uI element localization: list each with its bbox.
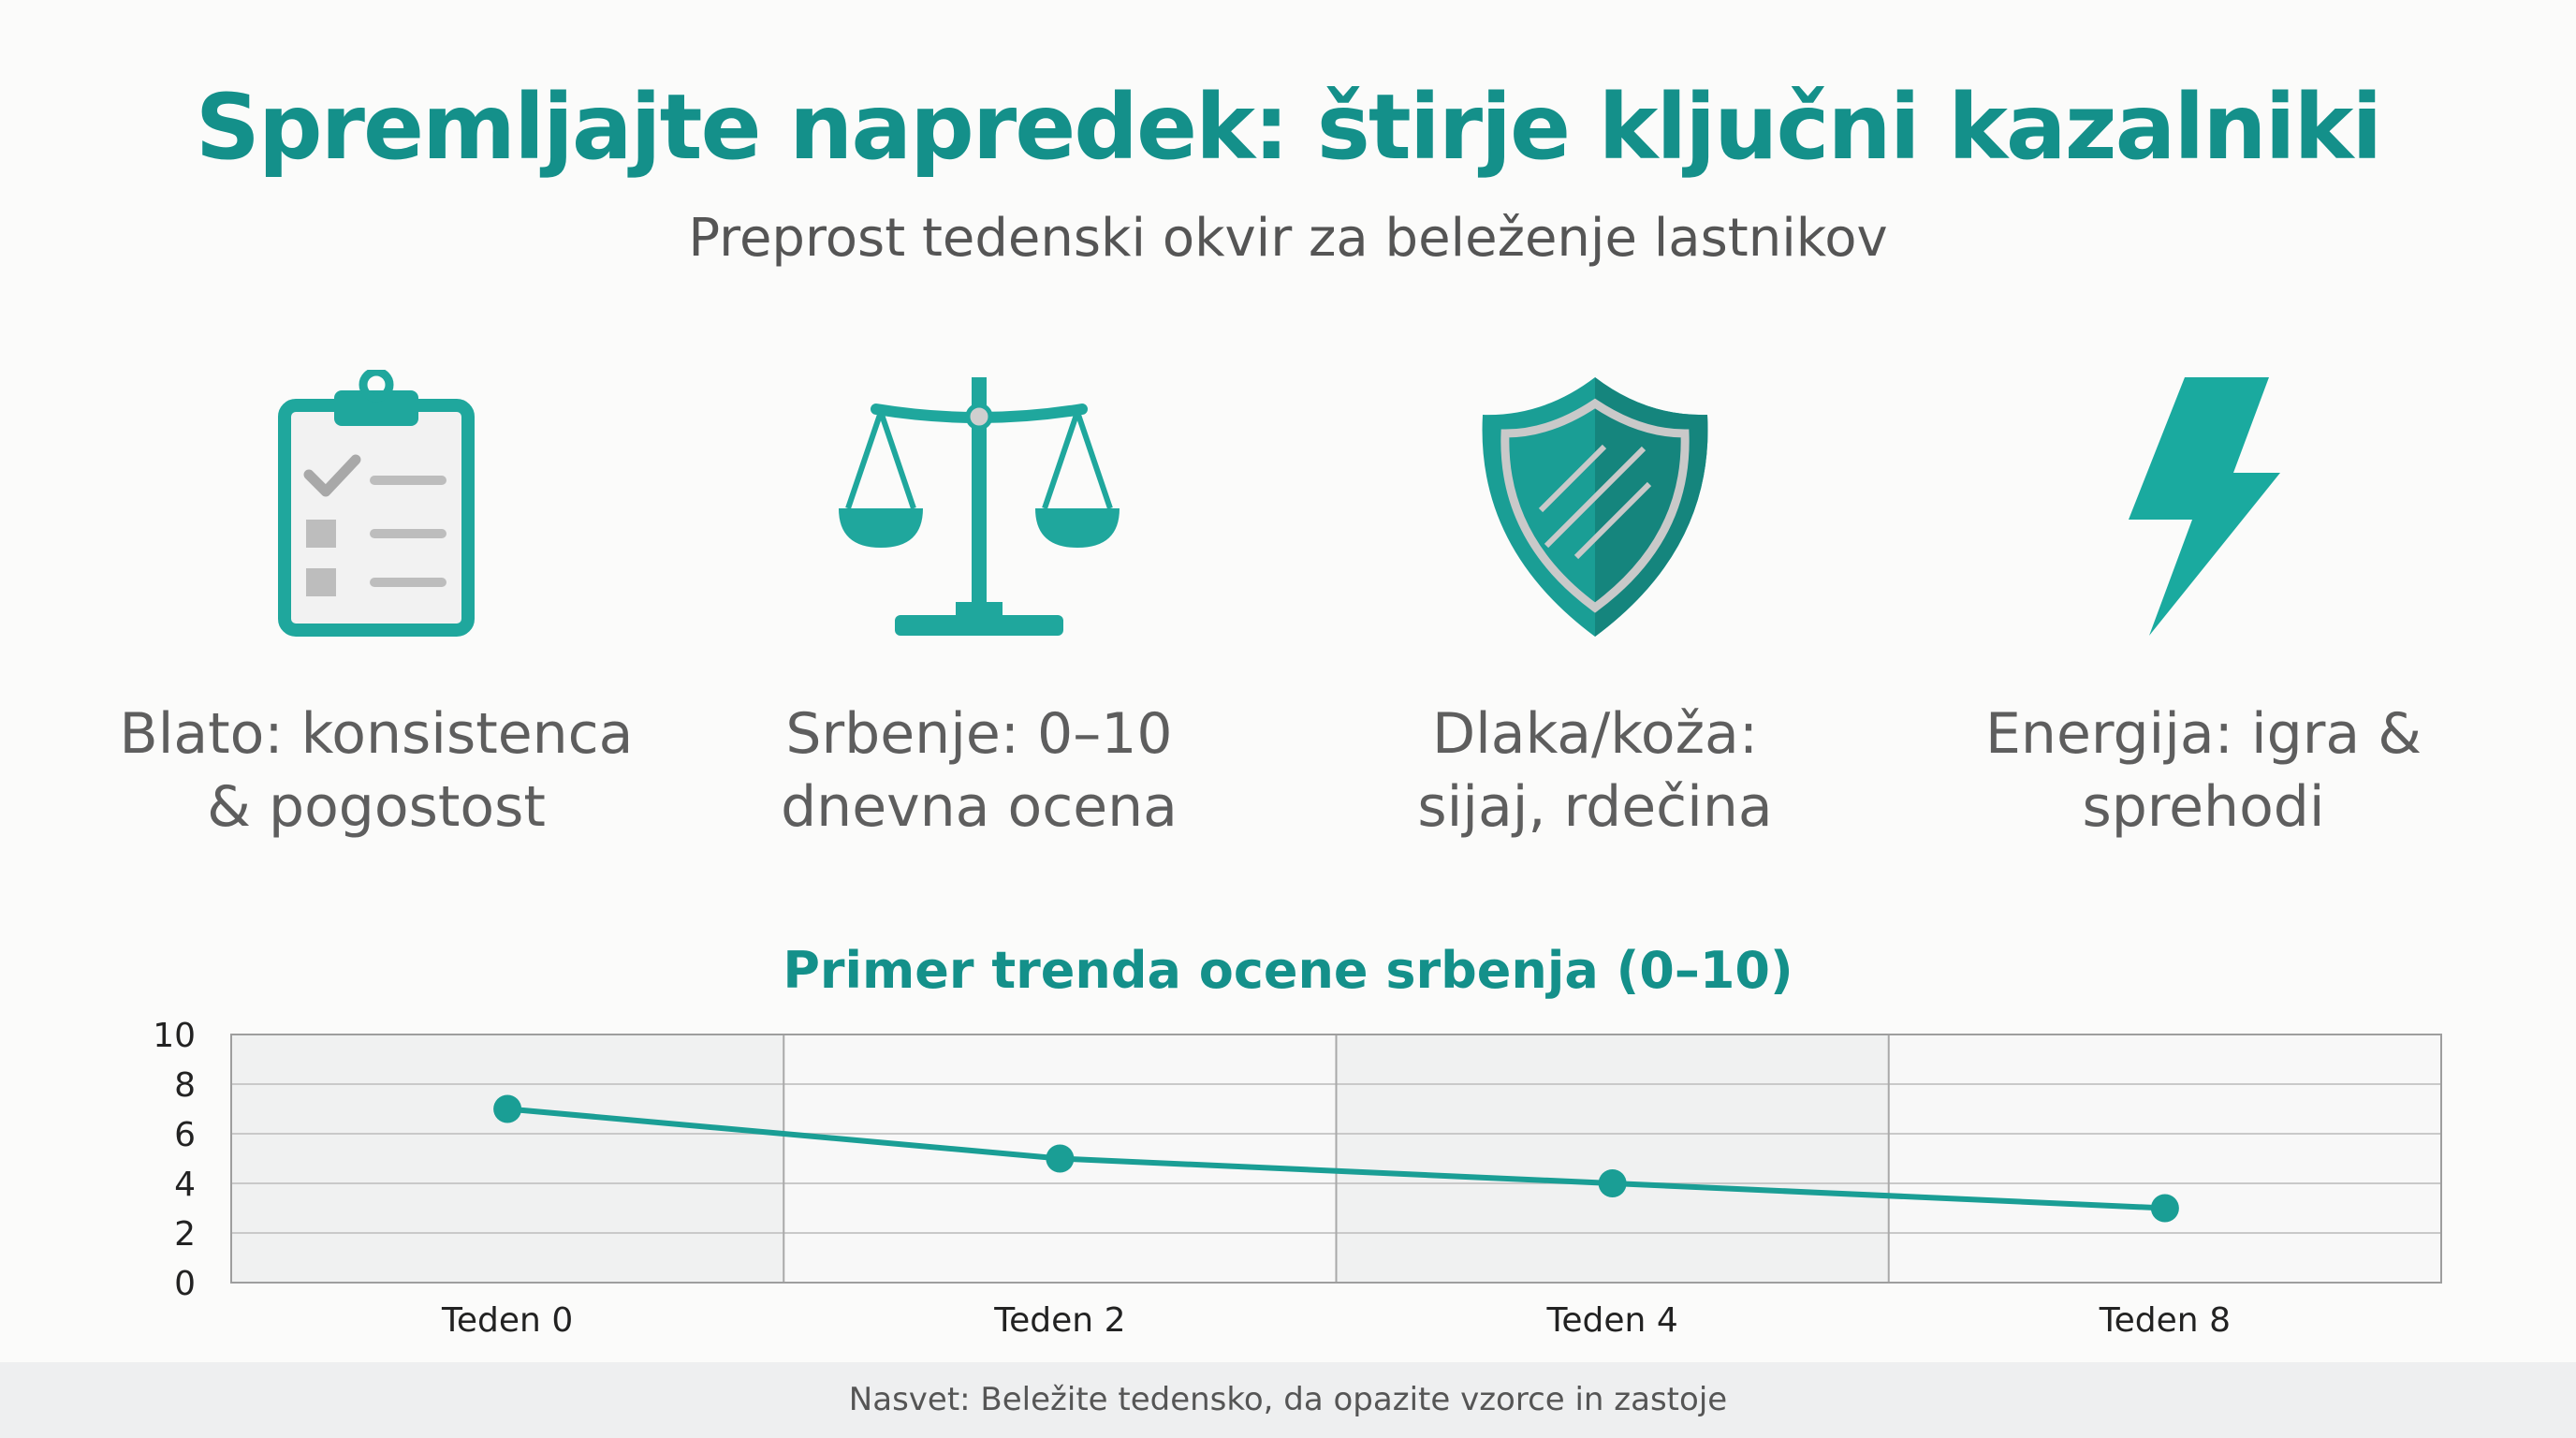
y-tick-label: 6 <box>174 1116 196 1154</box>
indicator-label: Dlaka/koža: sijaj, rdečina <box>1417 701 1773 840</box>
y-tick-label: 2 <box>174 1215 196 1254</box>
chart-title: Primer trenda ocene srbenja (0–10) <box>783 941 1793 1000</box>
indicator-label: Energija: igra & sprehodi <box>1985 701 2422 840</box>
y-tick-label: 10 <box>153 1017 196 1055</box>
indicator-label: Srbenje: 0–10 dnevna ocena <box>781 701 1178 840</box>
shield-icon <box>1295 370 1895 651</box>
data-point <box>1046 1144 1075 1173</box>
y-tick-label: 8 <box>174 1066 196 1105</box>
y-tick-label: 0 <box>174 1265 196 1303</box>
page-subtitle: Preprost tedenski okvir za beleženje las… <box>688 208 1888 269</box>
page-title: Spremljajte napredek: štirje ključni kaz… <box>195 75 2383 180</box>
data-point <box>1598 1169 1627 1197</box>
itching-trend-chart: 0 2 4 6 8 10 Teden 0 Teden 2 Teden 4 Teden 8 <box>153 1017 2442 1340</box>
chart-frame <box>230 1034 2442 1284</box>
clipboard-checklist-icon <box>77 370 676 651</box>
series-line <box>506 1106 2166 1211</box>
balance-scale-icon <box>680 370 1279 651</box>
footer-tip: Nasvet: Beležite tedensko, da opazite vz… <box>0 1362 2576 1438</box>
x-tick-label: Teden 2 <box>993 1301 1125 1340</box>
chart-column-band <box>231 1034 784 1283</box>
lightning-bolt-icon <box>1904 370 2503 651</box>
x-tick-label: Teden 8 <box>2099 1301 2231 1340</box>
data-point <box>2150 1194 2179 1223</box>
chart-column-band <box>1336 1034 1889 1283</box>
chart-column-band <box>1888 1034 2441 1283</box>
indicator-label: Blato: konsistenca & pogostost <box>119 701 634 840</box>
x-tick-label: Teden 0 <box>441 1301 573 1340</box>
y-tick-label: 4 <box>174 1166 196 1204</box>
x-tick-label: Teden 4 <box>1546 1301 1678 1340</box>
data-point <box>493 1094 522 1123</box>
